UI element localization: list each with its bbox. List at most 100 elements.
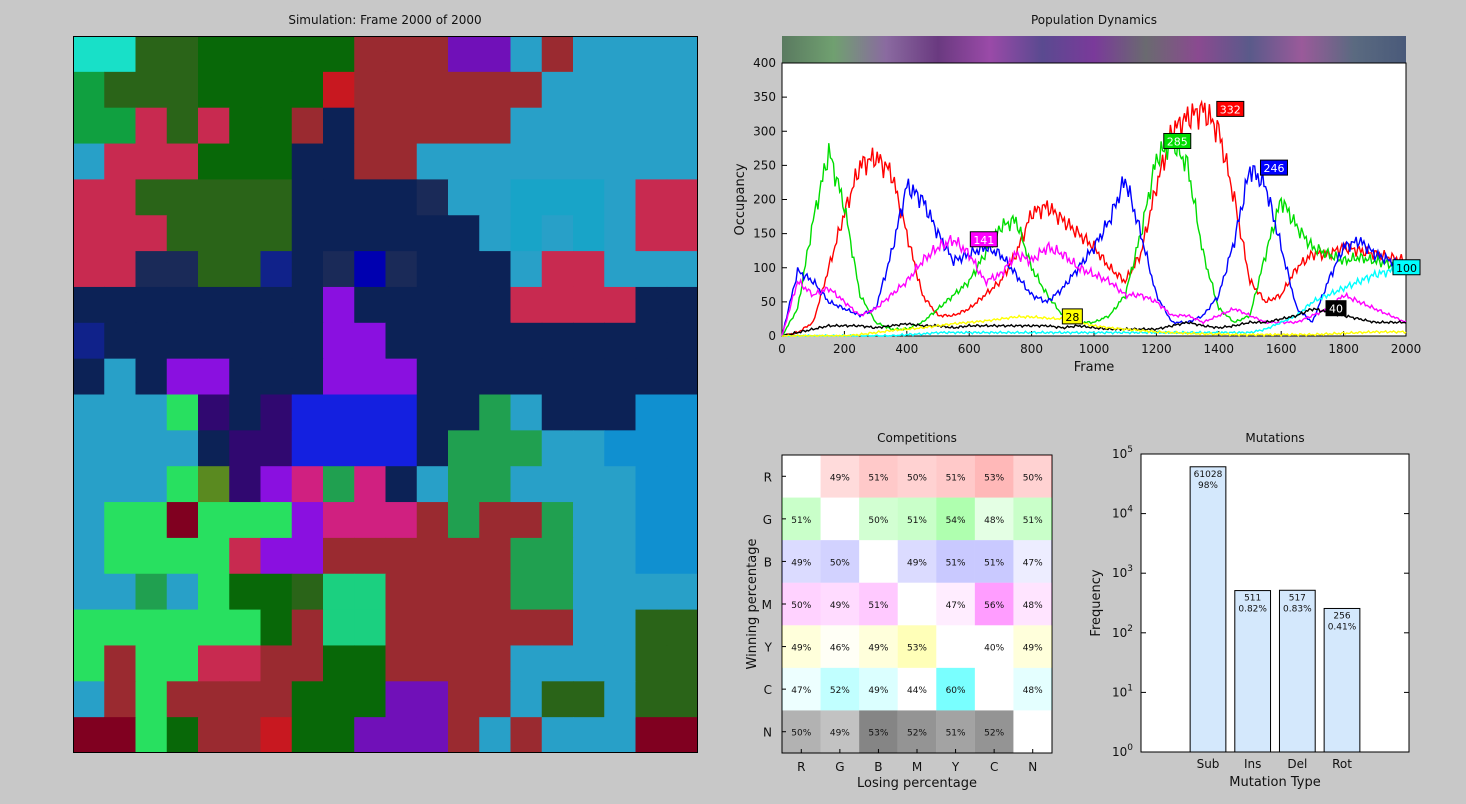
matrix-value: 49% [830, 601, 850, 611]
plot-area [781, 62, 1407, 337]
matrix-value: 50% [830, 558, 850, 568]
matrix-value: 51% [907, 516, 927, 526]
grid-cell [416, 394, 449, 431]
grid-cell [541, 645, 574, 682]
grid-cell [229, 36, 262, 73]
grid-cell [104, 502, 137, 539]
grid-cell [448, 179, 480, 216]
matrix-cell [974, 710, 1014, 753]
grid-cell [573, 179, 605, 216]
grid-cell [354, 502, 387, 539]
grid-cell [198, 251, 230, 288]
grid-cell [198, 322, 230, 360]
grid-cell [354, 322, 387, 360]
grid-cell [135, 466, 168, 503]
grid-cell [291, 573, 324, 611]
bar-percent-label: 0.82% [1238, 605, 1267, 615]
series-value-box [1392, 259, 1421, 276]
grid-cell [104, 286, 137, 324]
grid-cell [385, 107, 418, 145]
matrix-value: 49% [830, 729, 850, 739]
grid-cell [479, 179, 512, 216]
grid-cell [354, 394, 387, 431]
grid-cell [479, 286, 512, 324]
grid-cell [229, 143, 262, 180]
grid-cell [323, 681, 355, 718]
matrix-cell [820, 540, 860, 583]
matrix-value: 51% [1023, 516, 1043, 526]
grid-cell [448, 681, 480, 718]
grid-cell [573, 502, 605, 539]
grid-cell [448, 286, 480, 324]
grid-cell [104, 215, 137, 252]
x-tick-label: Del [1287, 757, 1307, 771]
grid-cell [198, 681, 230, 718]
grid-cell [229, 107, 262, 145]
series-line [781, 99, 1407, 337]
grid-cell [385, 71, 418, 109]
population-chart: 0 200 400 600 800 1000 1200 1400 1600 1800 2000 0 50… [733, 36, 1421, 375]
grid-cell [260, 573, 293, 611]
matrix-cell [936, 667, 975, 711]
grid-cell [573, 358, 605, 396]
bar-percent-label: 0.83% [1283, 604, 1312, 614]
grid-cell [385, 717, 418, 753]
grid-cell [479, 107, 512, 145]
grid-cell [166, 537, 199, 575]
grid-cell [448, 466, 480, 503]
grid-cell [166, 502, 199, 539]
grid-cell [416, 717, 449, 753]
grid-cell [448, 609, 480, 647]
grid-cell [166, 71, 199, 109]
grid-cell [229, 322, 262, 360]
col-tick-label: N [1028, 760, 1037, 774]
grid-cell [260, 645, 293, 682]
grid-cell [291, 143, 324, 180]
grid-cell [416, 322, 449, 360]
bar-percent-label: 0.41% [1328, 622, 1357, 632]
grid-cell [291, 502, 324, 539]
grid-cell [260, 286, 293, 324]
matrix-cell [936, 455, 975, 498]
grid-cell [73, 609, 105, 647]
grid-cell [104, 681, 137, 718]
grid-cell [510, 322, 543, 360]
grid-cell [166, 143, 199, 180]
grid-cell [510, 394, 543, 431]
grid-cell [666, 645, 698, 682]
grid-cell [135, 143, 168, 180]
matrix-value: 51% [946, 558, 966, 568]
grid-cell [104, 430, 137, 467]
matrix-cell [974, 497, 1014, 541]
matrix-value: 50% [791, 601, 811, 611]
grid-cell [385, 286, 418, 324]
grid-cell [573, 394, 605, 431]
grid-cell [541, 502, 574, 539]
grid-cell [604, 71, 637, 109]
grid-cell [573, 645, 605, 682]
series-line [782, 314, 1407, 338]
matrix-value: 54% [946, 516, 966, 526]
matrix-cell [897, 710, 937, 753]
grid-cell [541, 71, 574, 109]
matrix-cell [820, 455, 860, 498]
bar-value-label: 61028 [1194, 470, 1223, 480]
matrix-value: 51% [791, 516, 811, 526]
grid-cell [166, 609, 199, 647]
grid-cell [510, 645, 543, 682]
grid-cell [260, 36, 293, 73]
grid-cell [541, 322, 574, 360]
grid-cell [416, 286, 449, 324]
grid-cell [604, 143, 637, 180]
grid-cell [354, 36, 387, 73]
grid-cell [135, 286, 168, 324]
grid-cell [541, 466, 574, 503]
grid-cell [604, 107, 637, 145]
grid-cell [479, 36, 512, 73]
grid-cell [479, 358, 512, 396]
matrix-cell [897, 455, 937, 498]
bar [1278, 589, 1316, 753]
grid-cell [135, 502, 168, 539]
grid-cell [323, 358, 355, 396]
grid-cell [291, 645, 324, 682]
